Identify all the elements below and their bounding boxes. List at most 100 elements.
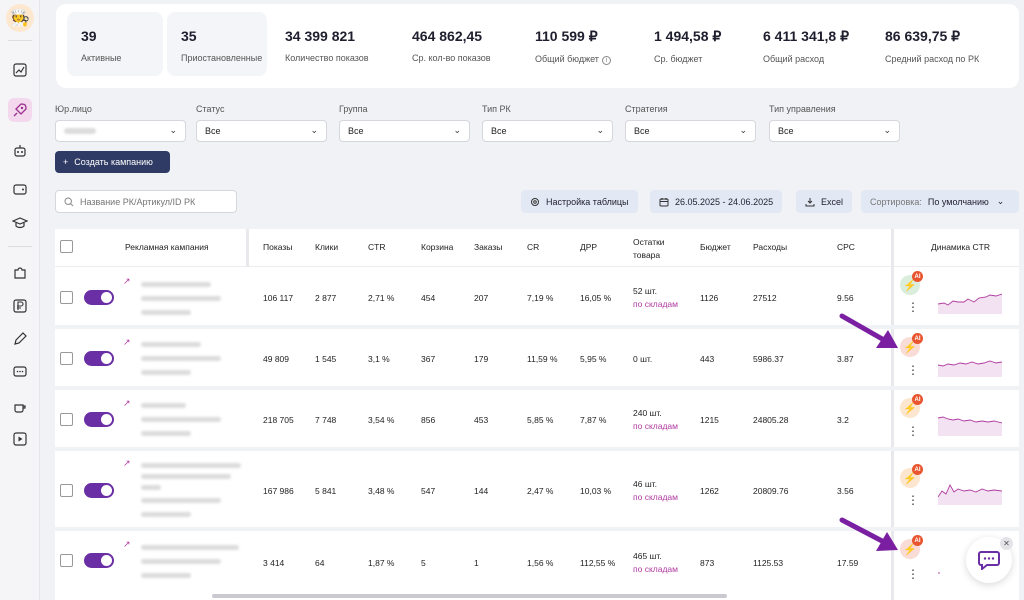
ai-tag: AI xyxy=(912,271,923,282)
row-checkbox[interactable] xyxy=(60,291,73,304)
table-row: ↗ 3 414 64 1,87 % 5 1 1,56 % 112,55 % 46… xyxy=(55,531,1019,600)
campaign-toggle[interactable] xyxy=(84,553,114,568)
info-icon[interactable]: i xyxy=(601,56,611,65)
search-input[interactable] xyxy=(80,196,230,207)
robot-icon[interactable] xyxy=(8,139,32,163)
row-checkbox[interactable] xyxy=(60,484,73,497)
header-cpc[interactable]: CPC xyxy=(837,242,855,252)
total-spend-value: 6 411 341,8 ₽ xyxy=(763,28,849,44)
more-options-icon[interactable]: ⋮ xyxy=(907,300,919,314)
cell-impressions: 167 986 xyxy=(263,486,294,496)
chevron-down-icon: ⌄ xyxy=(739,125,747,135)
external-link-icon[interactable]: ↗ xyxy=(123,276,131,286)
avg-spend-value: 86 639,75 ₽ xyxy=(885,28,961,44)
filter-label: Стратегия xyxy=(625,104,668,114)
stock-warehouses-link[interactable]: по складам xyxy=(633,421,678,431)
stock-count: 52 шт. xyxy=(633,286,657,296)
sort-label: Сортировка: xyxy=(870,196,922,207)
select-value: Все xyxy=(778,126,794,136)
row-checkbox[interactable] xyxy=(60,413,73,426)
chevron-down-icon: ⌄ xyxy=(453,125,461,135)
excel-export-button[interactable]: Excel xyxy=(796,190,853,213)
header-impressions[interactable]: Показы xyxy=(263,242,293,252)
header-cr[interactable]: CR xyxy=(527,242,540,252)
chart-icon[interactable] xyxy=(8,58,32,82)
graduation-cap-icon[interactable] xyxy=(8,211,32,235)
campaign-name-blurred[interactable] xyxy=(141,282,211,287)
campaign-toggle[interactable] xyxy=(84,483,114,498)
select-all-checkbox[interactable] xyxy=(60,240,73,253)
cell-cr: 1,56 % xyxy=(527,558,554,568)
select-value: Все xyxy=(634,126,650,136)
stock-warehouses-link[interactable]: по складам xyxy=(633,299,678,309)
column-resize-handle[interactable] xyxy=(246,229,249,267)
management-type-select[interactable]: Все ⌄ xyxy=(769,120,900,142)
group-select[interactable]: Все ⌄ xyxy=(339,120,470,142)
external-link-icon[interactable]: ↗ xyxy=(123,398,131,408)
ruble-icon[interactable] xyxy=(8,294,32,318)
campaign-search[interactable] xyxy=(55,190,237,213)
paused-stat[interactable]: 35 Приостановленные xyxy=(167,12,267,76)
select-value: Все xyxy=(205,126,221,136)
table-settings-button[interactable]: Настройка таблицы xyxy=(521,190,638,213)
legal-entity-select[interactable]: ⌄ xyxy=(55,120,186,142)
puzzle-icon[interactable] xyxy=(8,261,32,285)
campaign-name-blurred[interactable] xyxy=(141,545,239,550)
active-stat[interactable]: 39 Активные xyxy=(67,12,163,76)
total-budget-label: Общий бюджет i xyxy=(535,54,611,65)
sort-dropdown[interactable]: Сортировка: По умолчанию ⌄ xyxy=(861,190,1019,213)
more-options-icon[interactable]: ⋮ xyxy=(907,363,919,377)
header-spend[interactable]: Расходы xyxy=(753,242,788,252)
stock-warehouses-link[interactable]: по складам xyxy=(633,564,678,574)
close-icon[interactable]: ✕ xyxy=(1000,537,1013,550)
cell-spend: 20809.76 xyxy=(753,486,789,496)
rocket-icon[interactable] xyxy=(8,98,32,122)
create-campaign-button[interactable]: + Создать кампанию xyxy=(55,151,170,173)
wallet-icon[interactable] xyxy=(8,177,32,201)
header-campaign[interactable]: Рекламная кампания xyxy=(125,242,209,252)
table-settings-label: Настройка таблицы xyxy=(546,196,629,207)
video-play-icon[interactable] xyxy=(8,427,32,451)
header-ctr[interactable]: CTR xyxy=(368,242,386,252)
header-orders[interactable]: Заказы xyxy=(474,242,503,252)
table-row: ↗ 167 986 5 841 3,48 % 547 144 2,47 % 10… xyxy=(55,451,1019,531)
external-link-icon[interactable]: ↗ xyxy=(123,539,131,549)
more-options-icon[interactable]: ⋮ xyxy=(907,567,919,581)
row-checkbox[interactable] xyxy=(60,554,73,567)
cell-ctr: 3,54 % xyxy=(368,415,395,425)
header-cart[interactable]: Корзина xyxy=(421,242,454,252)
header-clicks[interactable]: Клики xyxy=(315,242,339,252)
campaign-name-blurred[interactable] xyxy=(141,403,186,408)
header-drr[interactable]: ДРР xyxy=(580,242,598,252)
search-icon xyxy=(64,196,74,206)
campaign-type-select[interactable]: Все ⌄ xyxy=(482,120,613,142)
campaign-name-blurred[interactable] xyxy=(141,463,241,468)
chat-icon xyxy=(978,551,1000,570)
external-link-icon[interactable]: ↗ xyxy=(123,458,131,468)
more-options-icon[interactable]: ⋮ xyxy=(907,493,919,507)
cell-ctr: 2,71 % xyxy=(368,293,395,303)
date-range-button[interactable]: 26.05.2025 - 24.06.2025 xyxy=(650,190,783,213)
plus-icon: + xyxy=(63,157,69,167)
header-stock[interactable]: Остатки товара xyxy=(633,236,665,262)
sidebar: 🧑‍🍳 xyxy=(0,0,40,600)
more-options-icon[interactable]: ⋮ xyxy=(907,424,919,438)
horizontal-scrollbar[interactable] xyxy=(212,594,727,598)
pen-icon[interactable] xyxy=(8,327,32,351)
external-link-icon[interactable]: ↗ xyxy=(123,337,131,347)
cell-ctr: 3,1 % xyxy=(368,354,390,364)
campaign-name-blurred[interactable] xyxy=(141,342,201,347)
coffee-icon[interactable] xyxy=(8,395,32,419)
total-spend-stat: 6 411 341,8 ₽ Общий расход xyxy=(763,28,849,64)
header-budget[interactable]: Бюджет xyxy=(700,242,731,252)
message-icon[interactable] xyxy=(8,360,32,384)
campaign-toggle[interactable] xyxy=(84,412,114,427)
row-checkbox[interactable] xyxy=(60,352,73,365)
strategy-select[interactable]: Все ⌄ xyxy=(625,120,756,142)
campaign-toggle[interactable] xyxy=(84,351,114,366)
stock-warehouses-link[interactable]: по складам xyxy=(633,492,678,502)
logo-icon[interactable]: 🧑‍🍳 xyxy=(6,4,34,32)
status-select[interactable]: Все ⌄ xyxy=(196,120,327,142)
table-row: ↗ 106 117 2 877 2,71 % 454 207 7,19 % 16… xyxy=(55,268,1019,329)
campaign-toggle[interactable] xyxy=(84,290,114,305)
